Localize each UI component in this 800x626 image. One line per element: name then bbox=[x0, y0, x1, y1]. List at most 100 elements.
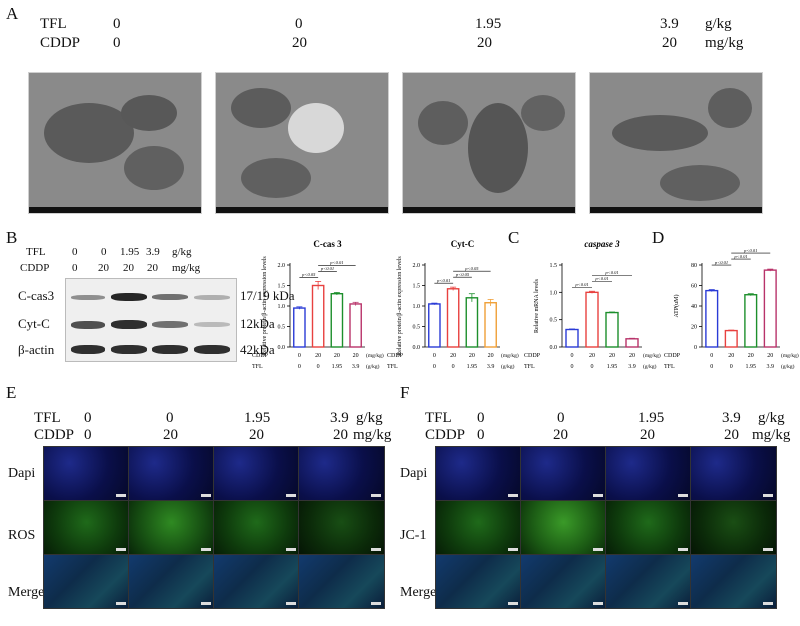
x-tick-label-tfl: 0 bbox=[571, 364, 574, 370]
fluor-ros bbox=[43, 500, 130, 555]
chart-title: C-cas 3 bbox=[313, 239, 342, 249]
fluor-ros bbox=[298, 500, 385, 555]
panel-f-tfl-val: 3.9 bbox=[722, 410, 741, 426]
panel-a-label: A bbox=[6, 4, 19, 23]
panel-f-tfl-val: 1.95 bbox=[638, 410, 665, 426]
panel-c-label: C bbox=[508, 228, 520, 247]
panel-a-cddp-val: 20 bbox=[477, 35, 492, 51]
x-tick-label-tfl: 1.95 bbox=[746, 364, 757, 370]
band-size-actin: 42kDa bbox=[240, 342, 275, 357]
x-row-label-cddp: CDDP bbox=[387, 353, 404, 359]
panel-b-tfl-val: 0 bbox=[101, 246, 107, 258]
bar bbox=[465, 297, 479, 348]
fluor-dapi bbox=[435, 446, 522, 501]
panel-f-cddp-val: 20 bbox=[640, 427, 655, 443]
x-tick-label-tfl: 0 bbox=[730, 364, 733, 370]
x-unit-cddp: (mg/kg) bbox=[366, 352, 384, 359]
bar bbox=[744, 294, 758, 348]
y-tick-label: 1.0 bbox=[550, 290, 558, 296]
bar bbox=[565, 328, 579, 348]
x-tick-label-cddp: 0 bbox=[710, 353, 713, 359]
fluor-dapi bbox=[298, 446, 385, 501]
x-unit-tfl: (g/kg) bbox=[781, 363, 795, 370]
x-row-label-tfl: TFL bbox=[387, 364, 398, 370]
chart-ylabel: ATP(uM) bbox=[673, 294, 680, 317]
x-tick-label-cddp: 20 bbox=[629, 353, 635, 359]
bar-chart-cytc: Cyt-C Relative protein/β-actin expression… bbox=[387, 239, 519, 370]
panel-b-tfl-val: 0 bbox=[72, 246, 78, 258]
x-row-label-tfl: TFL bbox=[524, 364, 535, 370]
chart-ylabel: Relative protein/β-actin expression leve… bbox=[262, 256, 268, 356]
y-tick-label: 1.0 bbox=[413, 304, 421, 310]
panel-b-cddp-val: 20 bbox=[123, 262, 134, 274]
panel-f-cddp-val: 20 bbox=[724, 427, 739, 443]
panel-f-cddp-unit: mg/kg bbox=[752, 427, 791, 443]
y-tick-label: 2.0 bbox=[278, 263, 286, 269]
x-tick-label-cddp: 0 bbox=[433, 353, 436, 359]
bar-chart-atp: ATP(uM) 0 20 40 60 80 0 0 20 0 20 1.95 20 3.9 CDDP TFL (… bbox=[664, 248, 799, 370]
x-tick-label-tfl: 1.95 bbox=[467, 364, 478, 370]
x-tick-label-tfl: 0 bbox=[433, 364, 436, 370]
panel-a-cddp-unit: mg/kg bbox=[705, 35, 744, 51]
y-tick-label: 0.0 bbox=[278, 345, 286, 351]
band-size-ccas3: 17/19 kDa bbox=[240, 288, 295, 303]
bar bbox=[428, 303, 441, 348]
panel-e-stain-ros: ROS bbox=[8, 528, 36, 543]
x-unit-cddp: (mg/kg) bbox=[501, 352, 519, 359]
western-blot bbox=[65, 278, 237, 362]
x-tick-label-tfl: 3.9 bbox=[628, 364, 636, 370]
sig-label: p<0.01 bbox=[594, 276, 608, 281]
fluor-jc1 bbox=[435, 500, 522, 555]
panel-b-cddp-val: 20 bbox=[98, 262, 109, 274]
panel-b-row-tfl: TFL bbox=[26, 246, 46, 258]
panel-d-label: D bbox=[652, 228, 665, 247]
em-image-control bbox=[28, 72, 202, 214]
panel-b-tfl-val: 1.95 bbox=[120, 246, 140, 258]
x-unit-tfl: (g/kg) bbox=[643, 363, 657, 370]
y-tick-label: 1.0 bbox=[278, 304, 286, 310]
fluor-jc1 bbox=[605, 500, 692, 555]
panel-f-cddp-val: 0 bbox=[477, 427, 485, 443]
panel-a-tfl-val: 0 bbox=[113, 16, 121, 32]
panel-e-cddp-unit: mg/kg bbox=[353, 427, 392, 443]
panel-f-tfl-unit: g/kg bbox=[758, 410, 785, 426]
fluor-ros bbox=[213, 500, 300, 555]
x-tick-label-cddp: 0 bbox=[571, 353, 574, 359]
panel-e-cddp-val: 0 bbox=[84, 427, 92, 443]
panel-e-cddp-val: 20 bbox=[249, 427, 264, 443]
panel-b-tfl-unit: g/kg bbox=[172, 246, 192, 258]
sig-label: p<0.05 bbox=[464, 266, 479, 271]
x-tick-label-tfl: 0 bbox=[317, 364, 320, 370]
sig-label: p<0.01 bbox=[574, 282, 588, 287]
x-unit-cddp: (mg/kg) bbox=[781, 352, 799, 359]
fluor-jc1 bbox=[690, 500, 777, 555]
fluor-merge bbox=[520, 554, 607, 609]
x-tick-label-cddp: 20 bbox=[728, 353, 734, 359]
band-label-actin: β-actin bbox=[18, 342, 55, 357]
bar-chart-ccas3: C-cas 3 Relative protein/β-actin expressi… bbox=[252, 239, 384, 370]
x-row-label-tfl: TFL bbox=[252, 364, 263, 370]
panel-e-cddp-val: 20 bbox=[163, 427, 178, 443]
bar bbox=[724, 329, 738, 348]
x-unit-tfl: (g/kg) bbox=[366, 363, 380, 370]
fluor-jc1 bbox=[520, 500, 607, 555]
x-tick-label-cddp: 20 bbox=[748, 353, 754, 359]
bar bbox=[311, 284, 325, 348]
y-tick-label: 60 bbox=[691, 284, 697, 290]
y-tick-label: 1.5 bbox=[278, 284, 286, 290]
sig-label: p<0.01 bbox=[743, 248, 757, 253]
fluor-dapi bbox=[43, 446, 130, 501]
bar bbox=[446, 288, 460, 348]
panel-b-tfl-val: 3.9 bbox=[146, 246, 160, 258]
panel-b-cddp-val: 0 bbox=[72, 262, 78, 274]
y-tick-label: 2.0 bbox=[413, 263, 421, 269]
panel-f-row-tfl: TFL bbox=[425, 410, 452, 426]
y-tick-label: 20 bbox=[691, 325, 697, 331]
fluor-dapi bbox=[520, 446, 607, 501]
panel-e-row-tfl: TFL bbox=[34, 410, 61, 426]
sig-label: p<0.05 bbox=[301, 272, 316, 277]
panel-e-tfl-val: 3.9 bbox=[330, 410, 349, 426]
x-row-label-cddp: CDDP bbox=[664, 353, 681, 359]
x-row-label-cddp: CDDP bbox=[252, 353, 269, 359]
sig-label: p<0.01 bbox=[733, 254, 747, 259]
